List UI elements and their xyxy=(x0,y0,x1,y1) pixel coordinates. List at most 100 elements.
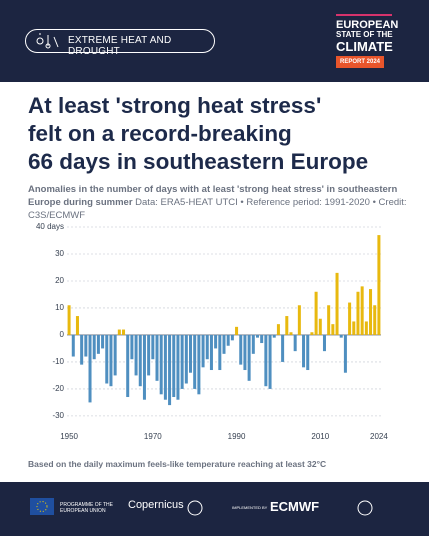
title-line: At least 'strong heat stress' xyxy=(28,93,322,118)
bar xyxy=(71,334,75,357)
subtitle-text: Anomalies in the number of days with at … xyxy=(28,184,398,208)
eu-flag xyxy=(30,498,54,515)
y-tick-label: -10 xyxy=(52,357,64,366)
title-line: 66 days in southeastern Europe xyxy=(28,149,369,174)
bar xyxy=(377,235,381,335)
bar xyxy=(343,334,347,373)
bar xyxy=(327,305,331,335)
bar xyxy=(352,321,356,335)
x-tick-label: 1990 xyxy=(228,432,246,441)
bar xyxy=(222,334,226,354)
implemented: IMPLEMENTED BY xyxy=(232,505,268,510)
bar xyxy=(306,334,310,371)
bar xyxy=(310,332,314,335)
header: EXTREME HEAT AND DROUGHT EUROPEAN STATE … xyxy=(0,0,429,82)
bar xyxy=(331,324,335,335)
copernicus: Copernicus xyxy=(128,499,184,511)
y-tick-label: -30 xyxy=(52,411,64,420)
bar xyxy=(360,286,364,335)
bar xyxy=(214,334,218,349)
y-tick-label: 30 xyxy=(55,249,64,258)
bar xyxy=(348,302,352,335)
bar xyxy=(226,334,230,346)
bar xyxy=(243,334,247,371)
bar xyxy=(209,334,213,371)
bar xyxy=(180,334,184,389)
bar xyxy=(255,334,260,338)
ecmwf: ECMWF xyxy=(270,499,320,514)
bar xyxy=(147,334,151,376)
bar xyxy=(109,334,113,387)
bar xyxy=(293,334,297,352)
bar xyxy=(276,324,280,335)
bar xyxy=(335,272,339,335)
bar xyxy=(201,334,205,368)
bar xyxy=(289,332,293,335)
bar xyxy=(88,334,92,403)
bar xyxy=(75,316,79,335)
y-tick-label: -20 xyxy=(52,384,64,393)
bar xyxy=(84,334,88,357)
bar xyxy=(322,334,326,352)
report-logo: EUROPEAN STATE OF THE CLIMATE REPORT 202… xyxy=(336,14,399,68)
x-tick-label: 1950 xyxy=(60,432,78,441)
bar xyxy=(373,305,377,335)
bar xyxy=(364,321,368,335)
bar xyxy=(113,334,117,376)
subtitle: Anomalies in the number of days with at … xyxy=(28,183,408,222)
report-line: STATE OF THE xyxy=(336,30,393,39)
bar xyxy=(230,334,234,341)
eu-text: PROGRAMME OF THE EUROPEAN UNION xyxy=(60,502,113,514)
c3s-logo xyxy=(187,500,203,516)
note: Based on the daily maximum feels-like te… xyxy=(28,459,327,469)
bar xyxy=(138,334,142,387)
bar xyxy=(285,316,289,335)
bar xyxy=(235,326,239,335)
bar xyxy=(188,334,193,373)
bar xyxy=(130,334,134,360)
footer: PROGRAMME OF THE EUROPEAN UNION Copernic… xyxy=(0,482,429,536)
bar xyxy=(155,334,159,381)
bar xyxy=(205,334,209,360)
bar xyxy=(314,291,318,335)
bar xyxy=(80,334,84,365)
bar xyxy=(218,334,222,371)
report-line: EUROPEAN xyxy=(336,19,399,31)
bar xyxy=(369,289,373,335)
y-tick-label: 10 xyxy=(55,303,64,312)
y-tick-label: 40 days xyxy=(36,222,64,231)
bar xyxy=(260,334,264,344)
bar xyxy=(251,334,255,354)
y-tick-label: 20 xyxy=(55,276,64,285)
bar xyxy=(168,334,172,406)
bar xyxy=(151,334,155,360)
bar xyxy=(163,334,167,400)
bar xyxy=(126,334,130,398)
icon xyxy=(36,33,59,49)
bar xyxy=(92,334,96,360)
bar xyxy=(159,334,163,395)
bar xyxy=(297,305,301,335)
topic-pill: EXTREME HEAT AND DROUGHT xyxy=(25,29,215,57)
bar xyxy=(184,334,188,384)
bar xyxy=(268,334,272,389)
bar xyxy=(197,334,201,395)
bar xyxy=(272,334,276,338)
bar xyxy=(264,334,268,387)
bar xyxy=(105,334,109,384)
topic: EXTREME HEAT AND DROUGHT xyxy=(68,35,172,57)
bar xyxy=(193,334,197,389)
bar xyxy=(134,334,138,376)
bar xyxy=(176,334,180,400)
bar xyxy=(318,318,322,335)
bar xyxy=(142,334,146,400)
bar xyxy=(96,334,100,354)
y-tick-label: 0 xyxy=(60,330,65,339)
bar xyxy=(339,334,343,338)
bar xyxy=(101,334,105,349)
report-line: CLIMATE xyxy=(336,39,393,54)
source: Data: ERA5-HEAT UTCI • Reference period:… xyxy=(28,197,407,221)
bar xyxy=(67,305,71,335)
